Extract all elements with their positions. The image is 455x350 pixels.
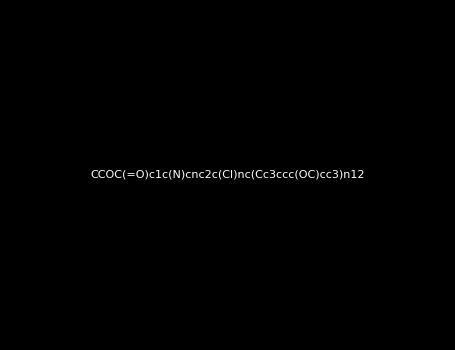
Text: CCOC(=O)c1c(N)cnc2c(Cl)nc(Cc3ccc(OC)cc3)n12: CCOC(=O)c1c(N)cnc2c(Cl)nc(Cc3ccc(OC)cc3)… [90,170,365,180]
